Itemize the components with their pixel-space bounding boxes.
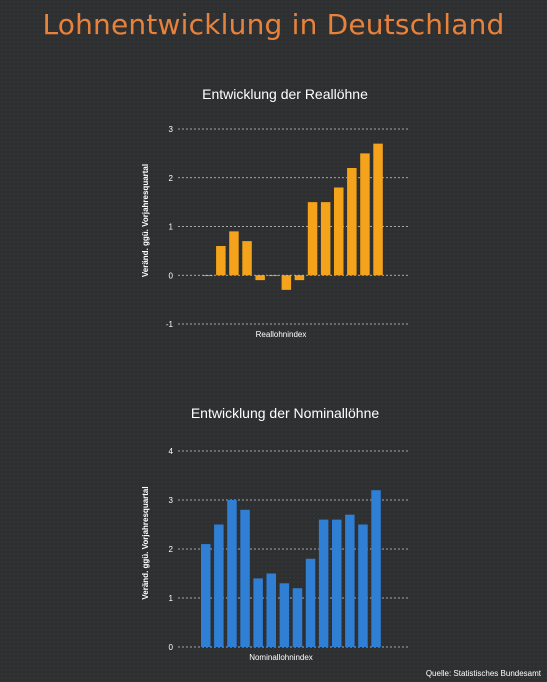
x-axis-label: Nominallohnindex	[249, 653, 313, 662]
y-tick-label: 3	[169, 125, 174, 134]
bar	[332, 519, 342, 647]
bar	[240, 509, 250, 647]
bar	[318, 519, 329, 647]
bar	[253, 578, 263, 647]
chart-title: Entwicklung der Nominallöhne	[191, 405, 380, 421]
y-tick-label: 2	[169, 174, 174, 183]
bar	[214, 524, 224, 647]
y-tick-label: 3	[169, 496, 174, 505]
bar	[320, 202, 331, 276]
y-tick-label: 0	[169, 643, 174, 652]
bar	[294, 275, 305, 281]
page-title: Lohnentwicklung in Deutschland	[42, 8, 505, 41]
bar	[358, 524, 368, 647]
bar	[360, 153, 370, 276]
bar	[268, 275, 278, 277]
bar	[307, 202, 318, 276]
bar	[347, 168, 357, 276]
y-tick-label: -1	[166, 320, 174, 329]
y-tick-label: 4	[169, 447, 174, 456]
nominallohn-chart: Entwicklung der Nominallöhne 0 1 2 3 4 Nominal…	[141, 405, 410, 662]
chart-title: Entwicklung der Reallöhne	[202, 86, 368, 102]
y-axis-label: Veränd. ggü. Vorjahresquartal	[141, 486, 150, 599]
bar	[201, 544, 211, 647]
bar	[255, 275, 265, 281]
reallohn-chart: Entwicklung der Reallöhne -1 0 1 2 3 Reallohni…	[141, 86, 410, 339]
bar	[216, 246, 226, 276]
bar	[371, 490, 381, 647]
bar	[281, 275, 292, 290]
bar	[229, 231, 239, 276]
bar	[242, 241, 252, 276]
y-tick-label: 0	[169, 271, 174, 280]
x-axis-label: Reallohnindex	[256, 330, 307, 339]
bar	[203, 275, 213, 277]
bar	[334, 187, 344, 276]
bar	[227, 500, 237, 647]
y-tick-label: 1	[169, 594, 174, 603]
bar	[305, 558, 316, 647]
y-tick-label: 1	[169, 223, 174, 232]
y-axis-label: Veränd. ggü. Vorjahresquartal	[141, 164, 150, 277]
bar	[345, 514, 355, 647]
y-tick-label: 2	[169, 545, 174, 554]
bar	[266, 573, 276, 647]
bar	[373, 143, 383, 276]
source-note: Quelle: Statistisches Bundesamt	[425, 669, 541, 678]
bar	[279, 583, 290, 647]
bar	[292, 588, 303, 647]
